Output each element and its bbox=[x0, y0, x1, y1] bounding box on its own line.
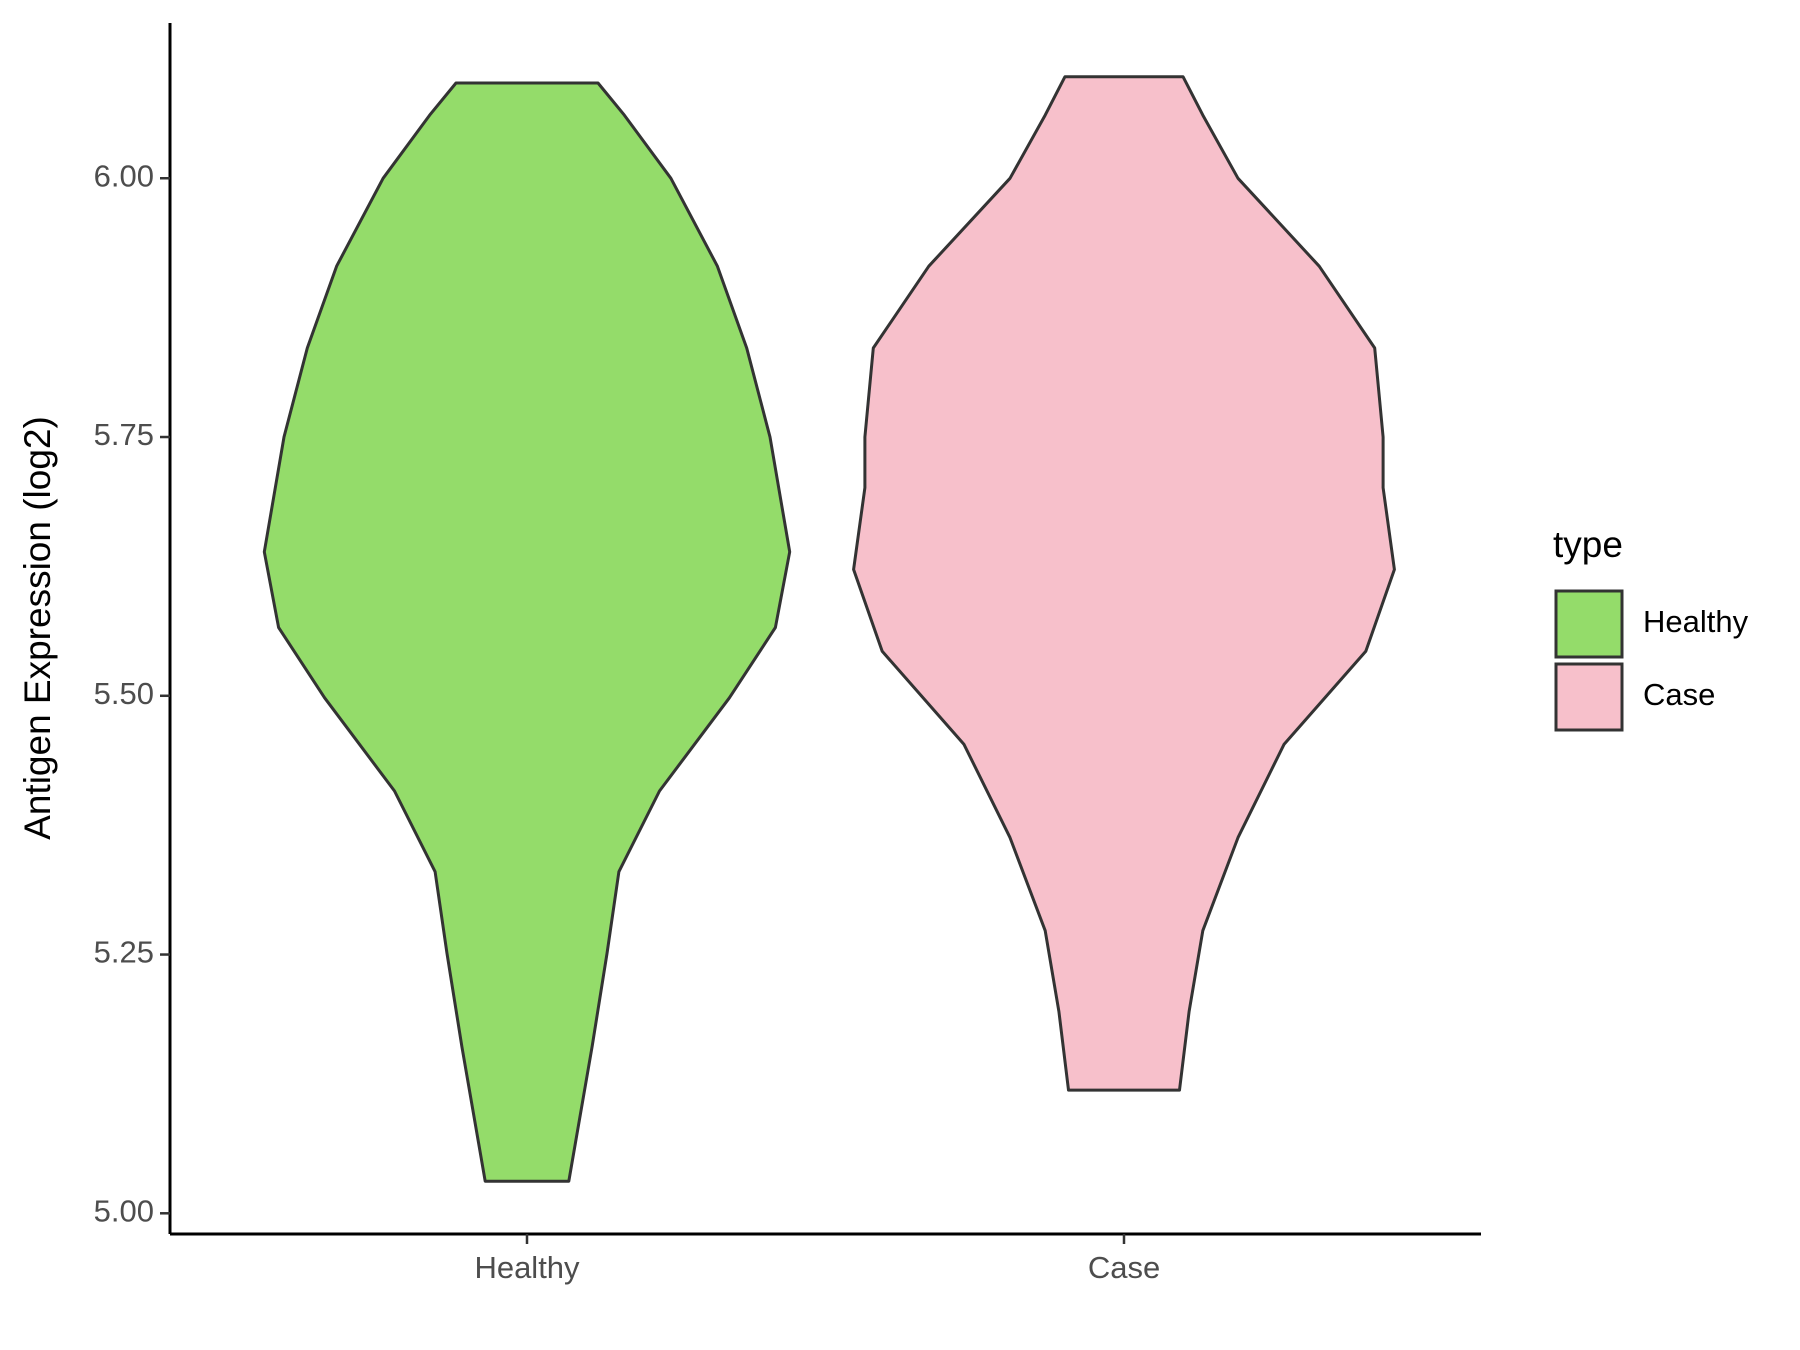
y-tick-label: 6.00 bbox=[94, 158, 154, 193]
legend-label: Healthy bbox=[1643, 604, 1749, 639]
legend-key bbox=[1554, 662, 1624, 732]
x-tick-label: Case bbox=[1088, 1250, 1160, 1285]
x-tick-label: Healthy bbox=[474, 1250, 580, 1285]
y-tick-label: 5.00 bbox=[94, 1193, 154, 1228]
y-tick-label: 5.75 bbox=[94, 417, 154, 452]
y-tick-label: 5.25 bbox=[94, 935, 154, 970]
y-tick-label: 5.50 bbox=[94, 676, 154, 711]
legend-key bbox=[1554, 589, 1624, 659]
y-axis-title: Antigen Expression (log2) bbox=[17, 416, 58, 840]
legend-title: type bbox=[1553, 524, 1623, 565]
legend-label: Case bbox=[1643, 677, 1715, 712]
violin bbox=[852, 75, 1396, 1092]
violin bbox=[262, 81, 792, 1183]
